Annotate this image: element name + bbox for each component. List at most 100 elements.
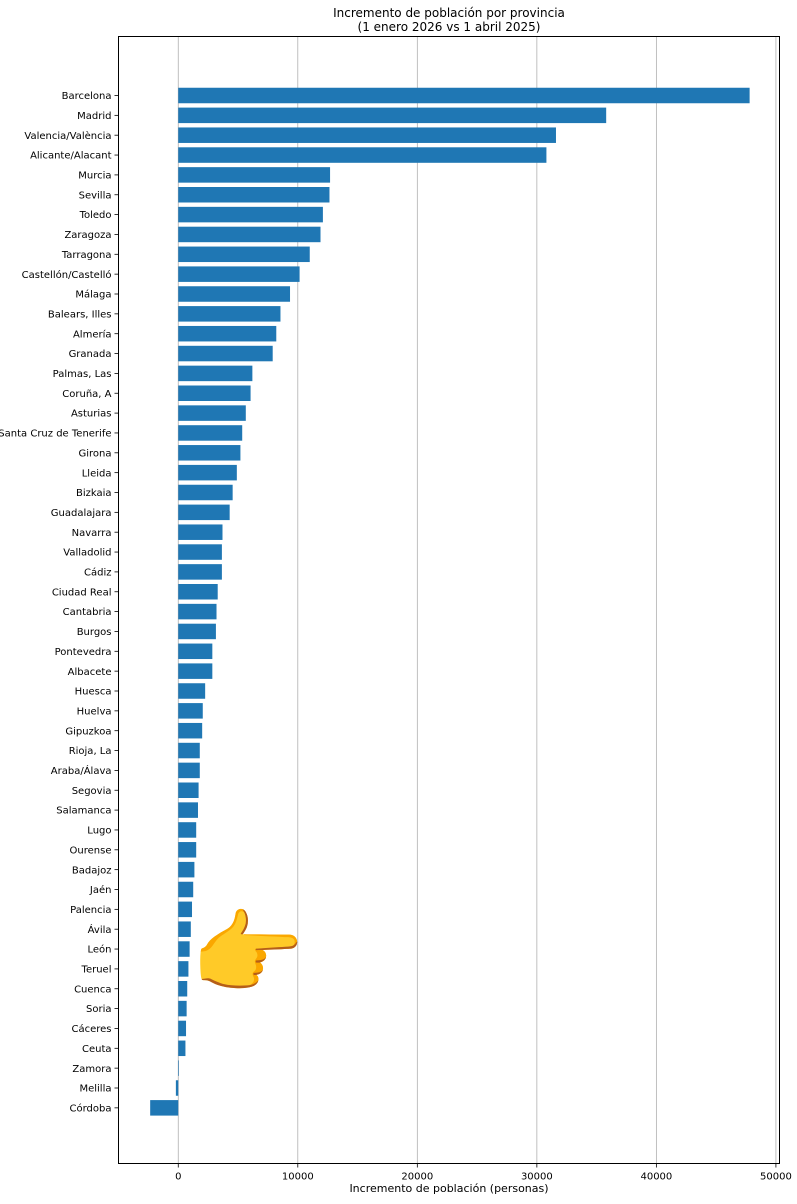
bars xyxy=(150,87,750,1116)
bar xyxy=(178,742,200,759)
bar xyxy=(178,782,199,798)
bar xyxy=(178,921,191,937)
bar xyxy=(178,504,230,521)
bar xyxy=(178,445,241,461)
chart-title: Incremento de población por provincia xyxy=(333,6,565,20)
y-tick-label: Tarragona xyxy=(61,250,112,261)
y-tick-label: Badajoz xyxy=(72,865,112,876)
y-tick-label: Cuenca xyxy=(74,984,111,995)
y-tick-label: Jaén xyxy=(89,884,112,896)
y-tick-label: Gipuzkoa xyxy=(65,726,111,737)
x-tick-label: 40000 xyxy=(640,1172,672,1183)
y-tick-label: Cantabria xyxy=(63,607,112,618)
y-tick-label: Huelva xyxy=(77,706,112,717)
pointing-hand-emoji: 👉 xyxy=(190,900,305,1007)
y-tick-label: Navarra xyxy=(72,528,112,539)
bar xyxy=(178,881,194,898)
y-tick-label: Málaga xyxy=(75,289,111,301)
bar xyxy=(178,703,203,719)
bar xyxy=(178,167,331,183)
x-axis-ticks: 0 10000 20000 30000 40000 50000 xyxy=(175,1163,792,1183)
y-tick-label: Segovia xyxy=(72,786,112,797)
bar xyxy=(178,901,193,918)
bar xyxy=(178,425,243,441)
y-tick-label: Zaragoza xyxy=(64,230,111,241)
y-tick-label: Valladolid xyxy=(63,548,111,559)
bar xyxy=(178,484,233,501)
bar xyxy=(178,286,291,302)
bar xyxy=(178,802,198,818)
y-tick-label: Palencia xyxy=(70,905,111,916)
bar xyxy=(178,722,203,739)
bar xyxy=(178,584,218,600)
y-tick-label: Madrid xyxy=(77,111,111,122)
bar xyxy=(178,266,300,282)
y-tick-label: Sevilla xyxy=(79,190,112,201)
bar xyxy=(178,762,200,779)
bar xyxy=(178,87,750,104)
bar xyxy=(178,961,189,977)
bar xyxy=(178,564,222,580)
bar xyxy=(178,226,321,243)
x-tick-label: 20000 xyxy=(401,1172,433,1183)
y-tick-label: Granada xyxy=(69,349,112,360)
bar xyxy=(178,941,190,957)
y-tick-label: Melilla xyxy=(79,1084,111,1095)
y-axis-ticks: Barcelona Madrid Valencia/València Alicante… xyxy=(0,91,119,1114)
bar xyxy=(178,822,197,838)
bar xyxy=(178,306,281,322)
chart-subtitle: (1 enero 2026 vs 1 abril 2025) xyxy=(358,20,541,34)
bar xyxy=(178,107,607,124)
x-axis-label: Incremento de población (personas) xyxy=(349,1182,548,1195)
bar xyxy=(178,683,206,699)
y-tick-label: Castellón/Castelló xyxy=(22,269,112,281)
bar xyxy=(150,1100,179,1116)
y-tick-label: Alicante/Alacant xyxy=(30,151,112,162)
y-tick-label: Araba/Álava xyxy=(51,764,112,777)
y-tick-label: Asturias xyxy=(71,409,112,420)
bar xyxy=(178,1000,187,1017)
bar xyxy=(178,127,556,143)
bar xyxy=(178,187,330,203)
y-tick-label: Lugo xyxy=(87,826,111,837)
x-tick-label: 10000 xyxy=(282,1172,314,1183)
y-tick-label: Almería xyxy=(73,328,112,340)
y-tick-label: Palmas, Las xyxy=(53,369,112,380)
bar xyxy=(178,246,310,263)
y-tick-label: Santa Cruz de Tenerife xyxy=(0,429,112,440)
bar xyxy=(178,524,223,540)
y-tick-label: Cádiz xyxy=(84,567,112,579)
x-tick-label: 0 xyxy=(175,1172,181,1183)
y-tick-label: Valencia/València xyxy=(24,130,111,142)
y-tick-label: León xyxy=(87,944,111,956)
bar xyxy=(175,1080,179,1096)
bar xyxy=(178,464,237,481)
bar xyxy=(178,603,217,620)
x-tick-label: 50000 xyxy=(760,1172,792,1183)
plot-frame xyxy=(118,36,780,1164)
y-tick-label: Cáceres xyxy=(71,1023,111,1035)
bar xyxy=(178,405,246,421)
bar xyxy=(178,842,197,858)
y-tick-label: Burgos xyxy=(77,627,112,638)
bar xyxy=(178,1060,179,1076)
y-tick-label: Ourense xyxy=(70,845,112,856)
y-tick-label: Ceuta xyxy=(82,1044,112,1055)
y-tick-label: Rioja, La xyxy=(69,746,112,757)
y-tick-label: Ciudad Real xyxy=(52,587,112,598)
bar xyxy=(178,385,251,401)
bar xyxy=(178,981,188,997)
y-tick-label: Albacete xyxy=(68,667,112,678)
y-tick-label: Soria xyxy=(86,1004,111,1015)
x-tick-label: 30000 xyxy=(521,1172,553,1183)
bar xyxy=(178,643,213,660)
bar xyxy=(178,325,277,342)
bar xyxy=(178,663,213,679)
y-tick-label: Huesca xyxy=(75,687,112,698)
bar xyxy=(178,365,253,382)
bar xyxy=(178,623,216,640)
bar xyxy=(178,861,195,878)
y-tick-label: Guadalajara xyxy=(51,508,112,519)
